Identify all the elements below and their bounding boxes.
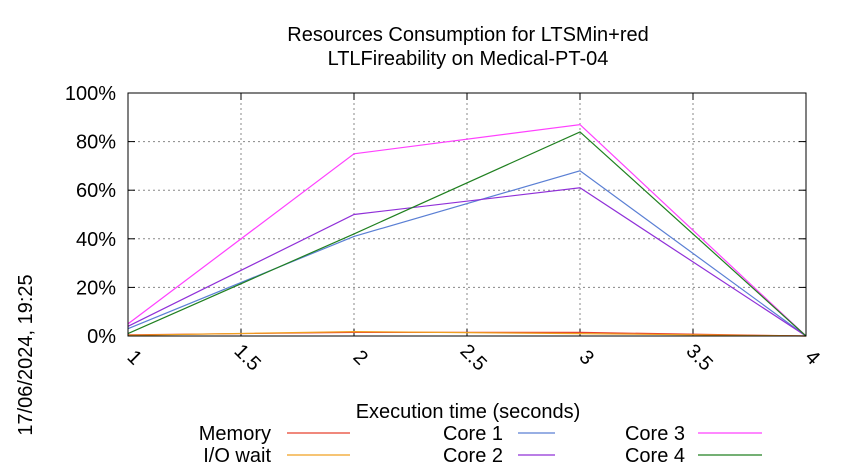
series-line-core-3 xyxy=(127,123,807,337)
x-tick-label: 1 xyxy=(123,346,146,369)
y-tick-label: 80% xyxy=(76,132,116,154)
plot-frame xyxy=(127,92,807,337)
chart-title: Resources Consumption for LTSMin+red xyxy=(287,24,648,46)
series-line-core-4 xyxy=(127,131,807,337)
x-tick-label: 2 xyxy=(349,346,372,369)
chart-subtitle: LTLFireability on Medical-PT-04 xyxy=(328,48,609,70)
x-tick-label: 4 xyxy=(801,346,824,369)
y-axis-ticks: 0% 20% 40% 60% 80% 100% xyxy=(65,83,806,348)
series-lines xyxy=(127,123,807,337)
series-line-core-2 xyxy=(127,187,807,337)
timestamp-label: 17/06/2024, 19:25 xyxy=(15,274,37,435)
y-tick-label: 40% xyxy=(76,229,116,251)
x-tick-label: 1.5 xyxy=(230,340,265,375)
legend-label: Core 3 xyxy=(625,423,685,445)
series-line-core-1 xyxy=(127,170,807,337)
legend-label: Core 4 xyxy=(625,445,685,467)
y-tick-label: 20% xyxy=(76,277,116,299)
x-tick-label: 3 xyxy=(575,346,598,369)
x-axis-label: Execution time (seconds) xyxy=(356,401,581,423)
legend-label: I/O wait xyxy=(203,445,271,467)
y-tick-label: 0% xyxy=(87,326,116,348)
legend-label: Core 1 xyxy=(443,423,503,445)
x-tick-label: 2.5 xyxy=(456,340,491,375)
y-tick-label: 60% xyxy=(76,180,116,202)
legend-label: Core 2 xyxy=(443,445,503,467)
x-tick-label: 3.5 xyxy=(682,340,717,375)
y-tick-label: 100% xyxy=(65,83,116,105)
series-line-i-o-wait xyxy=(127,330,807,337)
legend-label: Memory xyxy=(199,423,271,445)
grid-lines xyxy=(128,93,806,336)
